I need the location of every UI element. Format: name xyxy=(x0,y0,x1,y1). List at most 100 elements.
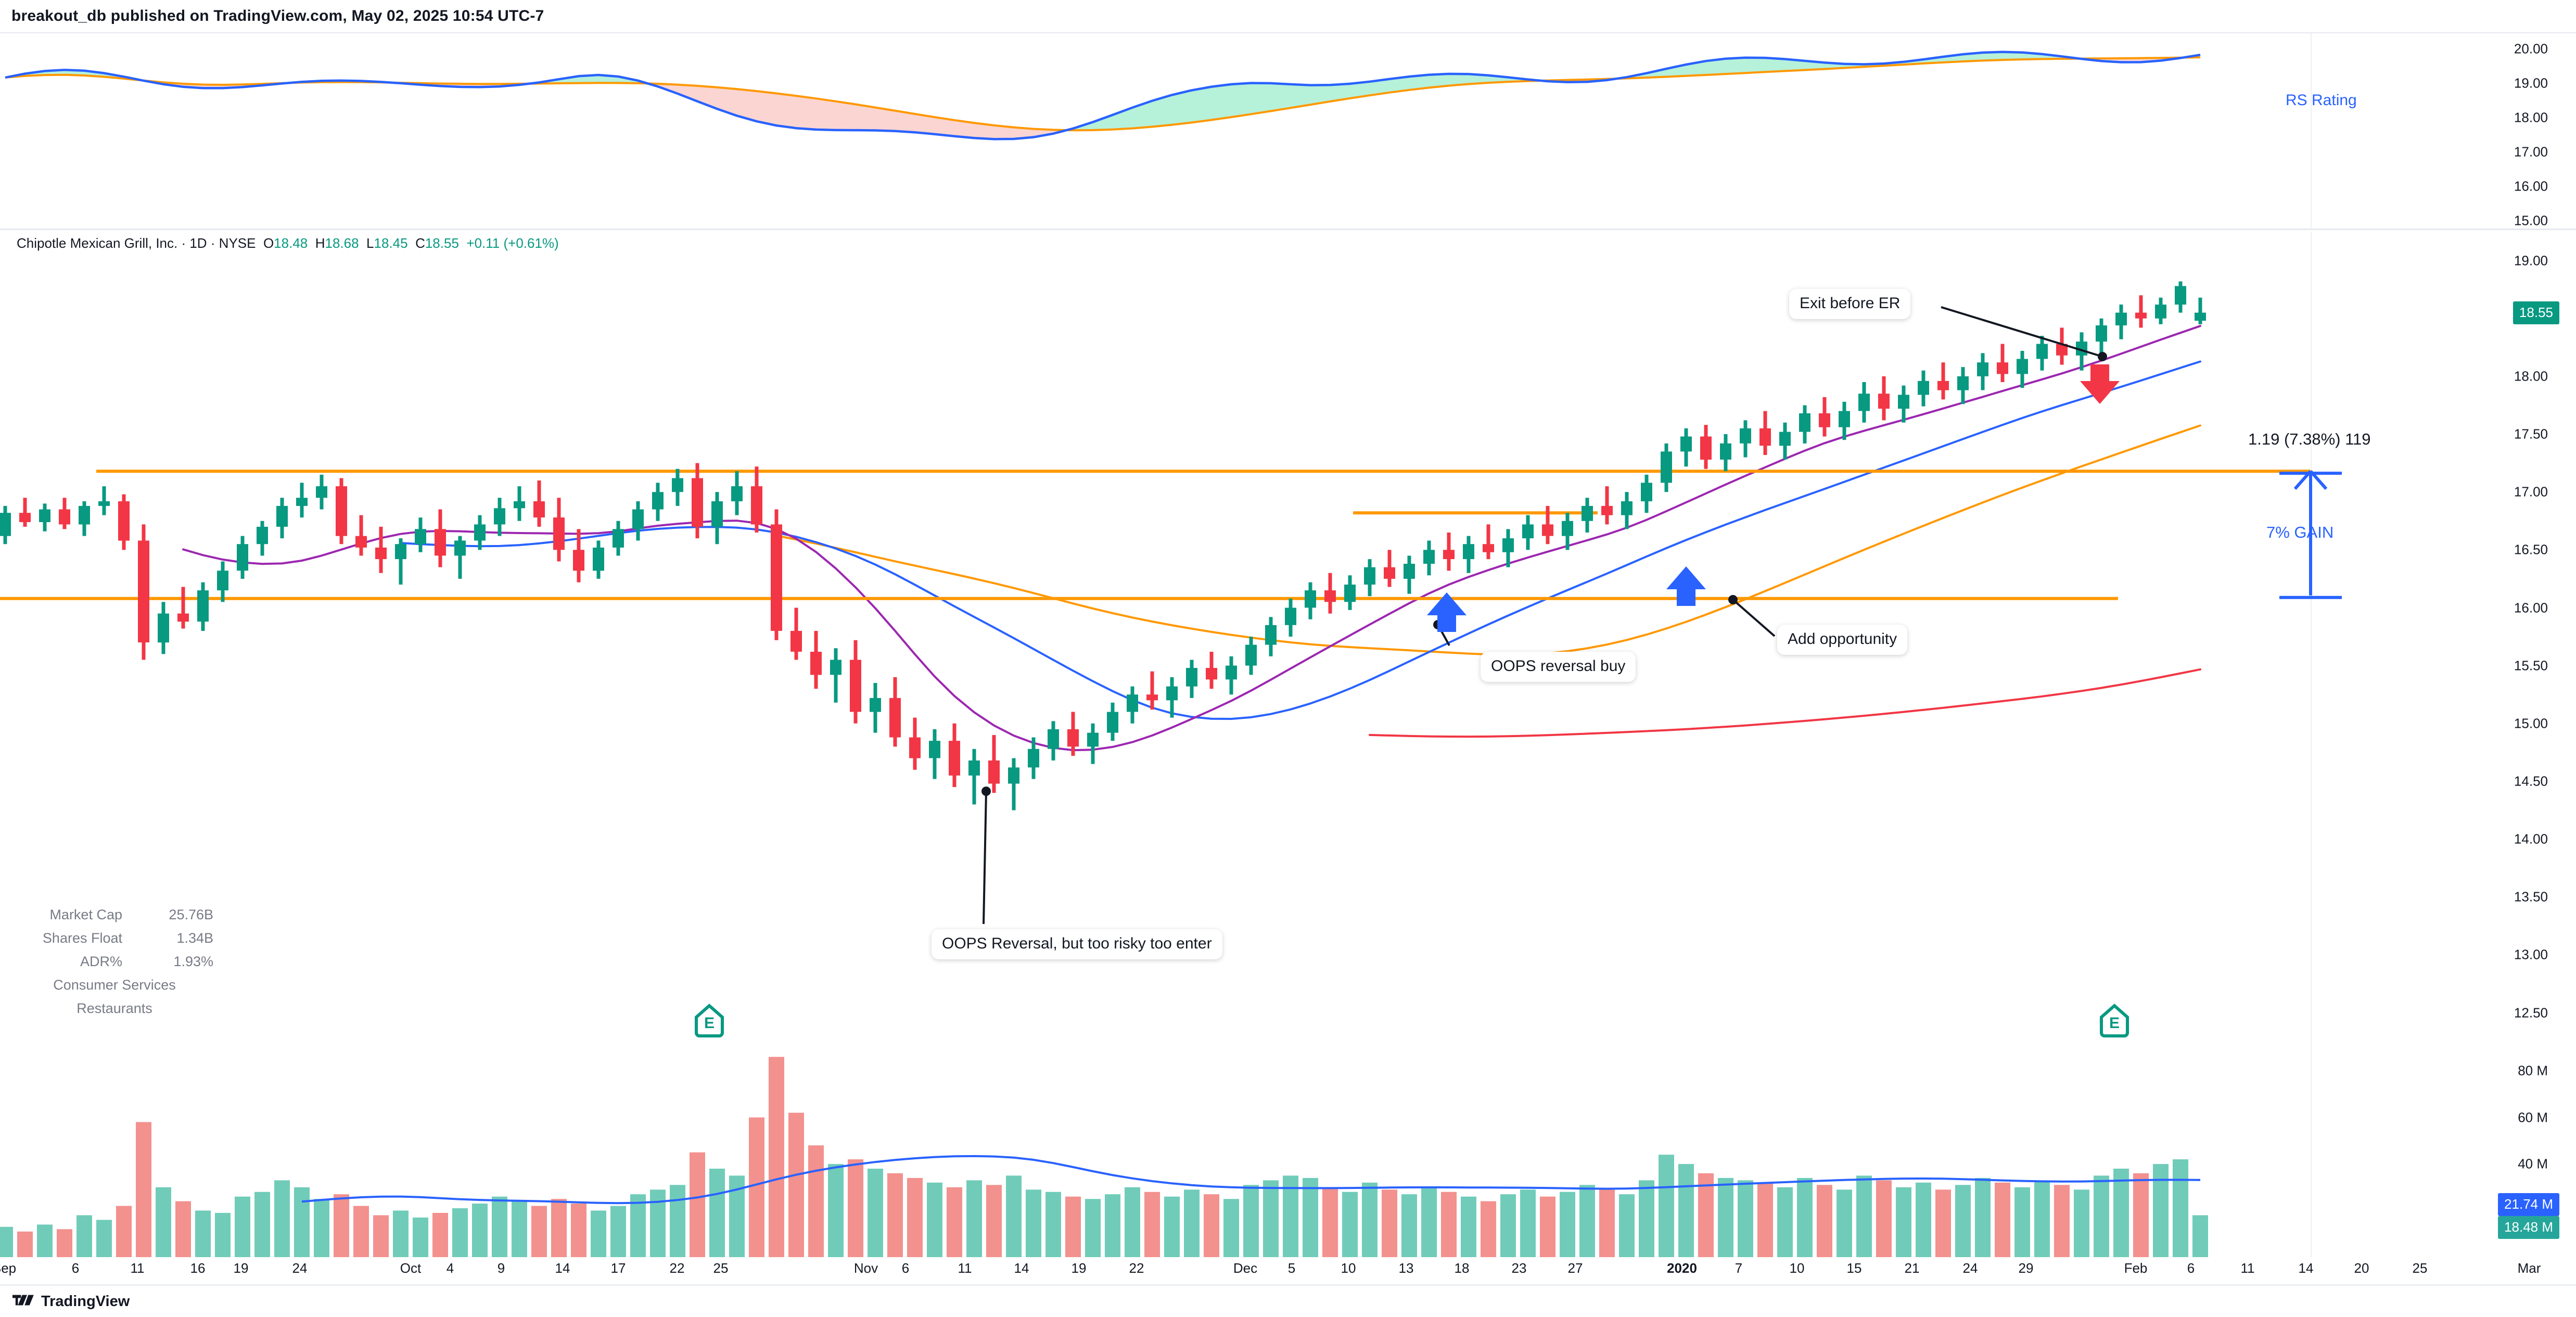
publish-info-bar: breakout_db published on TradingView.com… xyxy=(0,0,2576,32)
symbol-legend[interactable]: Chipotle Mexican Grill, Inc. · 1D · NYSE… xyxy=(17,235,559,251)
time-axis-tick: 11 xyxy=(2240,1260,2255,1276)
open-value: 18.48 xyxy=(274,235,308,251)
rs-rating-pane: 20.00 19.00 18.00 17.00 16.00 15.00 xyxy=(0,32,2576,230)
time-axis-tick: 25 xyxy=(2412,1260,2428,1276)
change-value: +0.11 (+0.61%) xyxy=(466,235,559,251)
annotation-oops-reversal-risky[interactable]: OOPS Reversal, but too risky too enter xyxy=(932,929,1222,959)
stat-key: Shares Float xyxy=(42,930,122,946)
axis-tick: 80 M xyxy=(2518,1062,2548,1079)
axis-tick: 17.00 xyxy=(2514,144,2548,160)
measure-value-label: 1.19 (7.38%) 119 xyxy=(2248,430,2371,448)
last-price-badge[interactable]: 18.55 xyxy=(2513,301,2559,324)
symbol-name: Chipotle Mexican Grill, Inc. · 1D · NYSE xyxy=(17,235,256,251)
rs-rating-chart xyxy=(5,50,2201,141)
axis-tick: 16.50 xyxy=(2514,541,2548,558)
low-value: 18.45 xyxy=(374,235,408,251)
time-axis[interactable]: Sep 6 11 16 19 24 Oct 4 9 14 17 22 25 Nov 6 11 14 19 22 Dec… xyxy=(0,1257,2576,1286)
volume-axis[interactable]: 80 M 60 M 40 M 21.74 M 18.48 M xyxy=(2311,1036,2576,1257)
time-axis-tick: 19 xyxy=(233,1260,249,1276)
time-axis-tick: 25 xyxy=(713,1260,729,1276)
time-axis-tick: 10 xyxy=(1789,1260,1805,1276)
time-axis-tick: Nov xyxy=(853,1260,878,1276)
time-axis-tick: Dec xyxy=(1233,1260,1258,1276)
time-axis-tick: 5 xyxy=(1287,1260,1296,1276)
axis-tick: 14.50 xyxy=(2514,773,2548,789)
volume-badge[interactable]: 21.74 M xyxy=(2498,1193,2559,1216)
annotation-oops-reversal-buy[interactable]: OOPS reversal buy xyxy=(1481,652,1636,682)
publish-text: breakout_db published on TradingView.com… xyxy=(11,7,544,24)
axis-tick: 15.00 xyxy=(2514,212,2548,229)
axis-tick: 13.50 xyxy=(2514,889,2548,905)
brand-name: TradingView xyxy=(41,1293,130,1310)
axis-tick: 60 M xyxy=(2518,1109,2548,1125)
time-axis-tick: 18 xyxy=(1454,1260,1470,1276)
time-axis-tick: Feb xyxy=(2124,1260,2148,1276)
time-axis-tick: 4 xyxy=(446,1260,454,1276)
time-axis-tick: 11 xyxy=(958,1260,972,1276)
axis-tick: 17.50 xyxy=(2514,426,2548,442)
high-value: 18.68 xyxy=(325,235,359,251)
volume-pane: 80 M 60 M 40 M 21.74 M 18.48 M xyxy=(0,1036,2576,1257)
axis-tick: 18.00 xyxy=(2514,368,2548,384)
stat-value: 1.93% xyxy=(173,954,213,970)
time-axis-tick: 7 xyxy=(1735,1260,1743,1276)
axis-tick: 16.00 xyxy=(2514,178,2548,194)
low-label: L xyxy=(366,235,374,251)
annotation-add-opportunity[interactable]: Add opportunity xyxy=(1777,625,1908,655)
time-axis-tick: 22 xyxy=(1129,1260,1144,1276)
axis-tick: 15.00 xyxy=(2514,715,2548,731)
stat-key: ADR% xyxy=(80,954,122,970)
rs-plot-area xyxy=(0,33,2311,229)
time-axis-tick: 24 xyxy=(1962,1260,1978,1276)
time-axis-tick: 9 xyxy=(497,1260,505,1276)
stat-sector: Consumer Services xyxy=(53,977,176,993)
symbol-stats-block: Market Cap 25.76B Shares Float 1.34B ADR… xyxy=(16,903,213,1020)
time-axis-tick: 14 xyxy=(555,1260,570,1276)
open-label: O xyxy=(263,235,274,251)
axis-tick: 12.50 xyxy=(2514,1005,2548,1020)
footer-bar: TradingView xyxy=(0,1286,2576,1317)
time-axis-tick: 13 xyxy=(1398,1260,1414,1276)
stat-row: ADR% 1.93% xyxy=(16,950,213,973)
time-axis-tick: 20 xyxy=(2354,1260,2369,1276)
axis-tick: 13.00 xyxy=(2514,946,2548,963)
time-axis-tick: 14 xyxy=(1014,1260,1029,1276)
stat-key: Market Cap xyxy=(49,907,122,922)
time-axis-tick: Sep xyxy=(0,1260,17,1276)
time-axis-tick: 6 xyxy=(901,1260,910,1276)
time-axis-tick: 6 xyxy=(2187,1260,2195,1276)
price-axis[interactable]: 19.0018.5018.0017.5017.0016.5016.0015.50… xyxy=(2311,232,2576,1036)
time-axis-tick: 19 xyxy=(1071,1260,1087,1276)
close-value: 18.55 xyxy=(425,235,459,251)
time-axis-tick: 14 xyxy=(2298,1260,2314,1276)
candlestick-chart xyxy=(0,281,2326,811)
time-axis-tick: 29 xyxy=(2018,1260,2034,1276)
axis-tick: 40 M xyxy=(2518,1156,2548,1172)
volume-badge[interactable]: 18.48 M xyxy=(2498,1216,2559,1239)
time-axis-tick: 27 xyxy=(1567,1260,1583,1276)
stat-value: 1.34B xyxy=(176,930,213,946)
axis-tick: 15.50 xyxy=(2514,657,2548,674)
time-axis-tick: Mar xyxy=(2517,1260,2541,1276)
price-pane: 19.0018.5018.0017.5017.0016.5016.0015.50… xyxy=(0,232,2576,1036)
time-axis-tick: 22 xyxy=(669,1260,685,1276)
time-axis-tick: 21 xyxy=(1904,1260,1920,1276)
axis-tick: 14.00 xyxy=(2514,831,2548,847)
axis-tick: 20.00 xyxy=(2514,41,2548,57)
time-axis-tick: 10 xyxy=(1341,1260,1356,1276)
axis-tick: 19.00 xyxy=(2514,252,2548,269)
time-axis-tick: 17 xyxy=(610,1260,626,1276)
time-axis-tick: 6 xyxy=(71,1260,80,1276)
stat-row: Market Cap 25.76B xyxy=(16,903,213,927)
stat-value: 25.76B xyxy=(169,907,213,922)
time-axis-tick: 11 xyxy=(130,1260,145,1276)
axis-tick: 18.00 xyxy=(2514,109,2548,125)
time-axis-tick: Oct xyxy=(400,1260,422,1276)
volume-chart xyxy=(0,1057,2208,1257)
rs-price-axis[interactable]: 20.00 19.00 18.00 17.00 16.00 15.00 xyxy=(2311,33,2576,229)
time-axis-tick: 23 xyxy=(1511,1260,1527,1276)
stat-row: Shares Float 1.34B xyxy=(16,927,213,950)
axis-tick: 17.00 xyxy=(2514,484,2548,500)
annotation-exit-before-er[interactable]: Exit before ER xyxy=(1789,289,1911,319)
stat-industry: Restaurants xyxy=(76,1001,152,1017)
